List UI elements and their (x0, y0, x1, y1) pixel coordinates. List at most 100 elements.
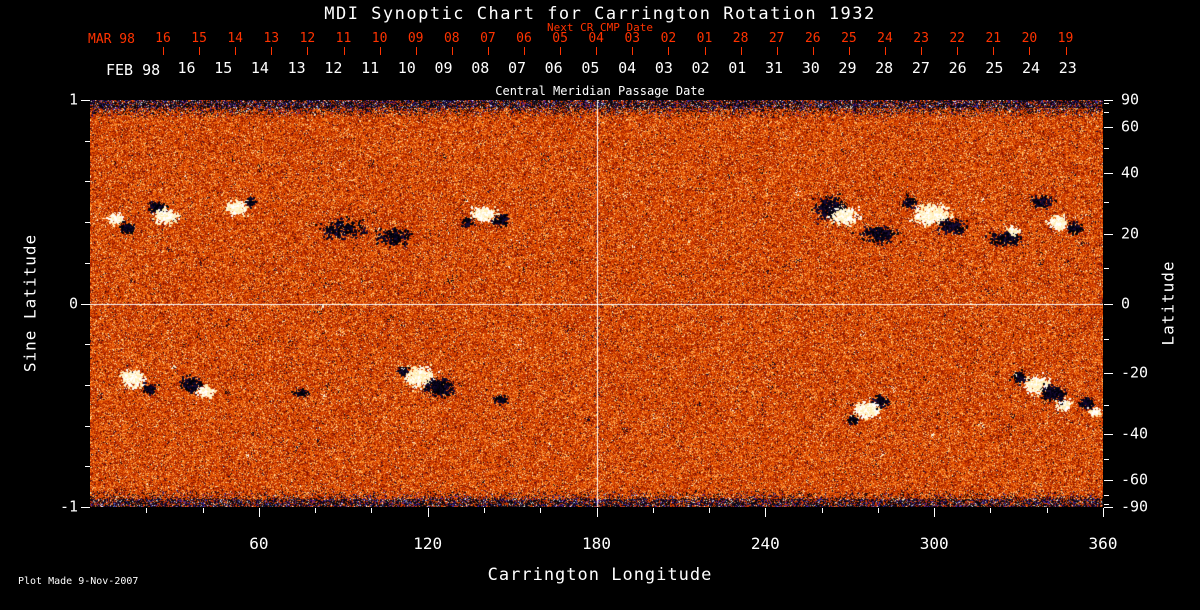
next-cr-date-tick (235, 47, 237, 55)
cmp-date-label: 04 (618, 59, 637, 77)
lat-tick-major (1104, 507, 1113, 508)
top-axis-month-label-mar: MAR 98 (88, 32, 135, 47)
next-cr-date-label: 14 (227, 31, 244, 46)
next-cr-date-tick (199, 47, 201, 55)
cmp-date-label: 12 (324, 59, 343, 77)
sine-lat-tick-minor (85, 384, 90, 386)
lat-tick-label: -60 (1121, 470, 1149, 489)
x-tick-major (934, 508, 936, 517)
x-tick-minor (540, 508, 542, 513)
lat-tick-major (1104, 434, 1113, 436)
cmp-date-label: 31 (764, 59, 784, 77)
next-cr-date-label: 07 (480, 31, 496, 46)
sine-lat-tick-major (81, 507, 90, 508)
next-cr-date-tick (307, 47, 309, 55)
next-cr-date-tick (560, 47, 562, 55)
lat-tick-minor (1104, 112, 1109, 114)
next-cr-date-label: 21 (985, 31, 1002, 46)
x-axis-title: Carrington Longitude (487, 565, 713, 585)
next-cr-date-tick (415, 47, 417, 55)
next-cr-date-tick (993, 47, 995, 55)
x-tick-minor (315, 508, 317, 513)
next-cr-date-tick (163, 47, 164, 55)
x-tick-minor (821, 508, 823, 513)
next-cr-date-tick (921, 47, 923, 55)
cmp-date-label: 01 (728, 59, 747, 77)
lat-tick-label: -20 (1121, 363, 1149, 382)
next-cr-date-label: 13 (263, 31, 280, 46)
cmp-date-label: 10 (397, 59, 416, 77)
next-cr-date-tick (379, 47, 381, 55)
cmp-date-label: 09 (434, 59, 453, 77)
cmp-date-label: 28 (875, 59, 894, 77)
next-cr-cmp-date-label: Next CR CMP Date (547, 21, 653, 34)
cmp-date-label: 25 (985, 59, 1004, 77)
next-cr-date-label: 16 (155, 31, 171, 46)
next-cr-date-tick (812, 47, 814, 55)
cmp-date-label: 11 (361, 59, 380, 77)
next-cr-date-label: 09 (407, 31, 424, 46)
next-cr-date-tick (957, 47, 959, 55)
sine-lat-tick-label: 0 (68, 294, 78, 312)
lat-tick-label: 0 (1121, 294, 1131, 312)
lat-tick-label: 60 (1121, 117, 1140, 136)
sine-lat-tick-major (81, 303, 90, 305)
y-axis-left-title: Sine Latitude (20, 233, 40, 373)
next-cr-date-tick (271, 47, 273, 55)
next-cr-date-label: 08 (443, 31, 460, 46)
sine-lat-tick-minor (85, 344, 90, 346)
next-cr-date-label: 12 (299, 31, 316, 46)
x-tick-major (258, 508, 260, 517)
next-cr-date-label: 23 (913, 31, 929, 46)
cmp-date-label: 02 (691, 59, 710, 77)
lat-tick-major (1104, 373, 1113, 375)
sine-lat-tick-minor (85, 466, 90, 468)
lat-tick-minor (1104, 103, 1109, 105)
next-cr-date-tick (885, 47, 886, 55)
lat-tick-major (1104, 233, 1113, 235)
magnetogram-image (90, 100, 1103, 507)
next-cr-date-label: 01 (696, 31, 713, 46)
cmp-date-label: 07 (507, 59, 526, 77)
lat-tick-minor (1104, 338, 1109, 340)
lat-tick-minor (1104, 405, 1109, 407)
cmp-date-label: 08 (471, 59, 490, 77)
cmp-date-label: 16 (177, 59, 196, 77)
next-cr-date-label: 26 (804, 31, 821, 46)
cmp-date-label: 23 (1058, 59, 1077, 77)
lat-tick-minor (1104, 494, 1109, 496)
next-cr-date-label: 11 (335, 31, 352, 46)
next-cr-date-tick (1065, 47, 1067, 55)
cmp-date-label: 03 (654, 59, 673, 77)
lat-tick-major (1104, 479, 1113, 481)
x-tick-minor (990, 508, 992, 513)
sine-lat-tick-label: -1 (59, 497, 78, 516)
next-cr-date-tick (451, 47, 453, 55)
next-cr-date-label: 28 (732, 31, 749, 46)
next-cr-date-label: 06 (516, 31, 532, 46)
next-cr-date-label: 10 (371, 31, 388, 46)
cmp-date-label: 13 (287, 59, 306, 77)
cmp-date-label: 15 (214, 59, 233, 77)
lat-tick-minor (1104, 147, 1109, 149)
y-axis-right-title: Latitude (1158, 260, 1178, 346)
cmp-date-label: 30 (801, 59, 820, 77)
x-tick-major (1103, 508, 1104, 517)
next-cr-date-label: 27 (768, 31, 785, 46)
sine-lat-tick-minor (85, 262, 90, 264)
next-cr-date-tick (776, 47, 778, 55)
next-cr-date-tick (704, 47, 706, 55)
x-tick-minor (146, 508, 148, 513)
next-cr-date-label: 25 (841, 31, 857, 46)
next-cr-date-tick (343, 47, 345, 55)
x-tick-minor (1046, 508, 1048, 513)
cmp-axis-label: Central Meridian Passage Date (495, 84, 705, 98)
top-axis-month-label-feb: FEB 98 (106, 61, 161, 79)
next-cr-date-label: 02 (660, 31, 677, 46)
lat-tick-label: 40 (1121, 163, 1140, 182)
sine-lat-tick-label: 1 (68, 90, 78, 109)
next-cr-date-tick (632, 47, 634, 55)
cmp-date-label: 27 (911, 59, 930, 77)
x-tick-minor (202, 508, 204, 513)
x-tick-minor (371, 508, 373, 513)
